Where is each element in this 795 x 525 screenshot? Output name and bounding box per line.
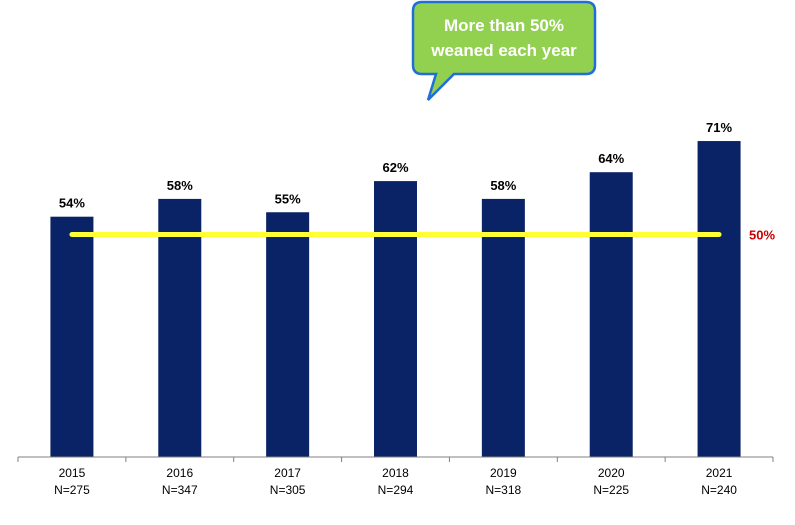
x-tick-label-2017: 2017 [274,466,301,480]
data-label-2015: 54% [59,196,85,211]
callout-bubble [411,0,597,101]
x-tick-label-2019: 2019 [490,466,517,480]
data-label-2021: 71% [706,120,732,135]
data-label-2017: 55% [275,191,301,206]
bars-group [50,141,741,458]
callout-annotation: More than 50% weaned each year [411,0,597,101]
callout-line-1: More than 50% [444,16,564,35]
sample-size-label-2018: N=294 [378,483,414,497]
bar-2015 [50,216,94,457]
x-tick-label-2020: 2020 [598,466,625,480]
data-label-2019: 58% [490,178,516,193]
bar-2018 [374,181,417,457]
sample-size-label-2017: N=305 [270,483,306,497]
sample-size-label-2021: N=240 [701,483,737,497]
bar-2017 [266,212,310,457]
data-label-2020: 64% [598,151,624,166]
data-label-2018: 62% [382,160,408,175]
x-tick-label-2018: 2018 [382,466,409,480]
sample-size-label-2016: N=347 [162,483,198,497]
sample-size-label-2019: N=318 [486,483,522,497]
reference-line-group: 50% [69,228,775,243]
sample-size-label-2020: N=225 [593,483,629,497]
x-tick-label-2016: 2016 [166,466,193,480]
reference-line-label: 50% [749,228,775,243]
value-labels-group: 54% 58% 55% 62% 58% 64% 71% [59,120,733,211]
x-tick-label-2021: 2021 [706,466,733,480]
bar-2020 [589,172,633,457]
bar-2021 [697,141,741,458]
bar-2016 [158,198,202,457]
x-axis: 2015 N=275 2016 N=347 2017 N=305 2018 N=294 2019… [17,456,774,497]
sample-size-label-2015: N=275 [54,483,90,497]
bar-2019 [481,198,525,457]
data-label-2016: 58% [167,178,193,193]
callout-line-2: weaned each year [430,41,577,60]
x-tick-label-2015: 2015 [59,466,86,480]
